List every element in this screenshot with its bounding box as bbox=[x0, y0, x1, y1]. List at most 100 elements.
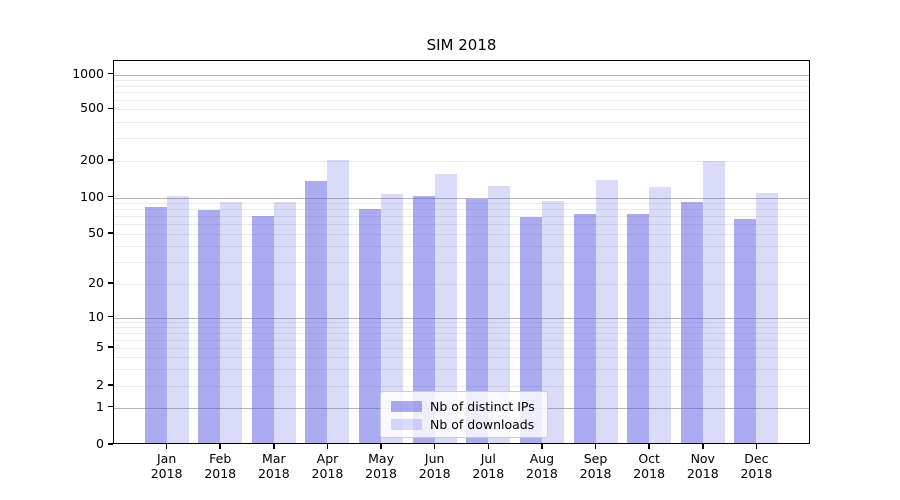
gridline-minor-3 bbox=[114, 369, 809, 371]
ytick-mark-20 bbox=[108, 282, 113, 284]
xtick-mark-dec bbox=[755, 444, 758, 449]
ytick-mark-5 bbox=[108, 346, 113, 348]
gridline-minor-4 bbox=[114, 357, 809, 359]
xtick-label-jun: Jun 2018 bbox=[418, 451, 451, 481]
gridline-minor-300 bbox=[114, 138, 809, 140]
ytick-label-5: 5 bbox=[96, 339, 104, 354]
gridline-minor-70 bbox=[114, 216, 809, 218]
ytick-label-20: 20 bbox=[88, 275, 104, 290]
xtick-label-mar: Mar 2018 bbox=[257, 451, 290, 481]
ytick-label-10: 10 bbox=[88, 308, 104, 324]
bar-ips-oct bbox=[627, 213, 650, 443]
xtick-label-dec: Dec 2018 bbox=[740, 451, 773, 481]
xtick-mark-may bbox=[380, 444, 382, 449]
xtick-mark-jan bbox=[165, 444, 168, 449]
ytick-label-100: 100 bbox=[80, 188, 104, 204]
gridline-minor-80 bbox=[114, 209, 809, 211]
bar-downloads-sep bbox=[595, 179, 618, 443]
chart-title: SIM 2018 bbox=[426, 36, 497, 54]
gridline-major-100 bbox=[114, 197, 809, 199]
ytick-label-500: 500 bbox=[80, 100, 104, 116]
bar-downloads-mar bbox=[273, 201, 296, 443]
xtick-mark-nov bbox=[702, 444, 704, 449]
xtick-mark-feb bbox=[219, 444, 221, 449]
gridline-minor-50 bbox=[114, 234, 809, 235]
bar-downloads-apr bbox=[327, 160, 350, 443]
ytick-mark-1 bbox=[108, 405, 113, 408]
bar-ips-apr bbox=[305, 181, 328, 443]
bar-ips-jun bbox=[412, 195, 435, 443]
bar-downloads-oct bbox=[649, 186, 672, 443]
legend-label-downloads: Nb of downloads bbox=[430, 416, 535, 432]
gridline-minor-2 bbox=[114, 386, 809, 387]
legend: Nb of distinct IPs Nb of downloads bbox=[380, 391, 548, 438]
gridline-minor-7 bbox=[114, 333, 809, 335]
gridline-minor-90 bbox=[114, 203, 809, 205]
xtick-mark-apr bbox=[326, 444, 329, 449]
bar-ips-jan bbox=[144, 207, 167, 443]
bar-downloads-jul bbox=[488, 186, 511, 443]
bar-ips-jul bbox=[466, 198, 489, 443]
legend-label-ips: Nb of distinct IPs bbox=[430, 398, 535, 414]
ytick-mark-50 bbox=[108, 232, 113, 234]
xtick-label-apr: Apr 2018 bbox=[311, 451, 344, 481]
gridline-minor-5 bbox=[114, 348, 809, 349]
legend-row-ips: Nb of distinct IPs bbox=[391, 397, 539, 415]
gridline-minor-900 bbox=[114, 79, 809, 81]
legend-row-downloads: Nb of downloads bbox=[391, 415, 539, 433]
ytick-mark-100 bbox=[108, 195, 113, 198]
legend-swatch-ips bbox=[391, 400, 422, 412]
plot-area: Nb of distinct IPs Nb of downloads bbox=[113, 60, 810, 444]
ytick-mark-500 bbox=[108, 107, 113, 110]
ytick-mark-200 bbox=[108, 159, 113, 161]
gridline-minor-6 bbox=[114, 340, 809, 342]
ytick-label-50: 50 bbox=[88, 225, 104, 240]
gridline-minor-60 bbox=[114, 224, 809, 226]
xtick-mark-oct bbox=[648, 444, 650, 449]
bar-downloads-may bbox=[381, 194, 404, 443]
bar-downloads-dec bbox=[756, 192, 779, 443]
ytick-mark-1000 bbox=[108, 72, 113, 75]
gridline-minor-200 bbox=[114, 161, 809, 162]
bar-ips-feb bbox=[198, 210, 221, 443]
xtick-label-feb: Feb 2018 bbox=[204, 451, 237, 481]
xtick-label-may: May 2018 bbox=[365, 451, 397, 481]
gridline-major-10 bbox=[114, 317, 809, 319]
ytick-mark-2 bbox=[108, 384, 113, 386]
bar-ips-dec bbox=[734, 219, 757, 443]
gridline-minor-40 bbox=[114, 246, 809, 248]
gridline-minor-700 bbox=[114, 92, 809, 94]
ytick-label-1000: 1000 bbox=[72, 65, 104, 81]
ytick-label-200: 200 bbox=[80, 152, 104, 167]
ytick-mark-10 bbox=[108, 315, 113, 318]
ytick-label-1: 1 bbox=[96, 398, 104, 414]
bar-ips-mar bbox=[251, 215, 274, 443]
bar-downloads-nov bbox=[702, 161, 725, 443]
gridline-minor-8 bbox=[114, 327, 809, 329]
xtick-mark-jul bbox=[487, 444, 490, 449]
xtick-mark-mar bbox=[273, 444, 275, 449]
gridline-minor-400 bbox=[114, 121, 809, 123]
xtick-mark-aug bbox=[541, 444, 543, 449]
bar-downloads-feb bbox=[220, 201, 243, 443]
xtick-label-aug: Aug 2018 bbox=[526, 451, 558, 481]
bar-ips-may bbox=[359, 208, 382, 443]
xtick-label-nov: Nov 2018 bbox=[686, 451, 719, 481]
xtick-mark-sep bbox=[594, 444, 597, 449]
legend-swatch-downloads bbox=[391, 418, 422, 430]
bar-ips-sep bbox=[573, 213, 596, 443]
xtick-label-oct: Oct 2018 bbox=[633, 451, 666, 481]
ytick-label-0: 0 bbox=[96, 436, 104, 451]
ytick-label-2: 2 bbox=[96, 377, 104, 392]
xtick-label-jan: Jan 2018 bbox=[150, 451, 183, 481]
gridline-major-1000 bbox=[114, 74, 809, 76]
gridline-minor-800 bbox=[114, 85, 809, 87]
xtick-label-jul: Jul 2018 bbox=[472, 451, 505, 481]
bar-ips-nov bbox=[680, 202, 703, 443]
bar-downloads-jun bbox=[434, 174, 457, 443]
bar-downloads-aug bbox=[541, 201, 564, 443]
gridline-minor-600 bbox=[114, 100, 809, 102]
gridline-minor-500 bbox=[114, 109, 809, 111]
gridline-minor-30 bbox=[114, 261, 809, 263]
